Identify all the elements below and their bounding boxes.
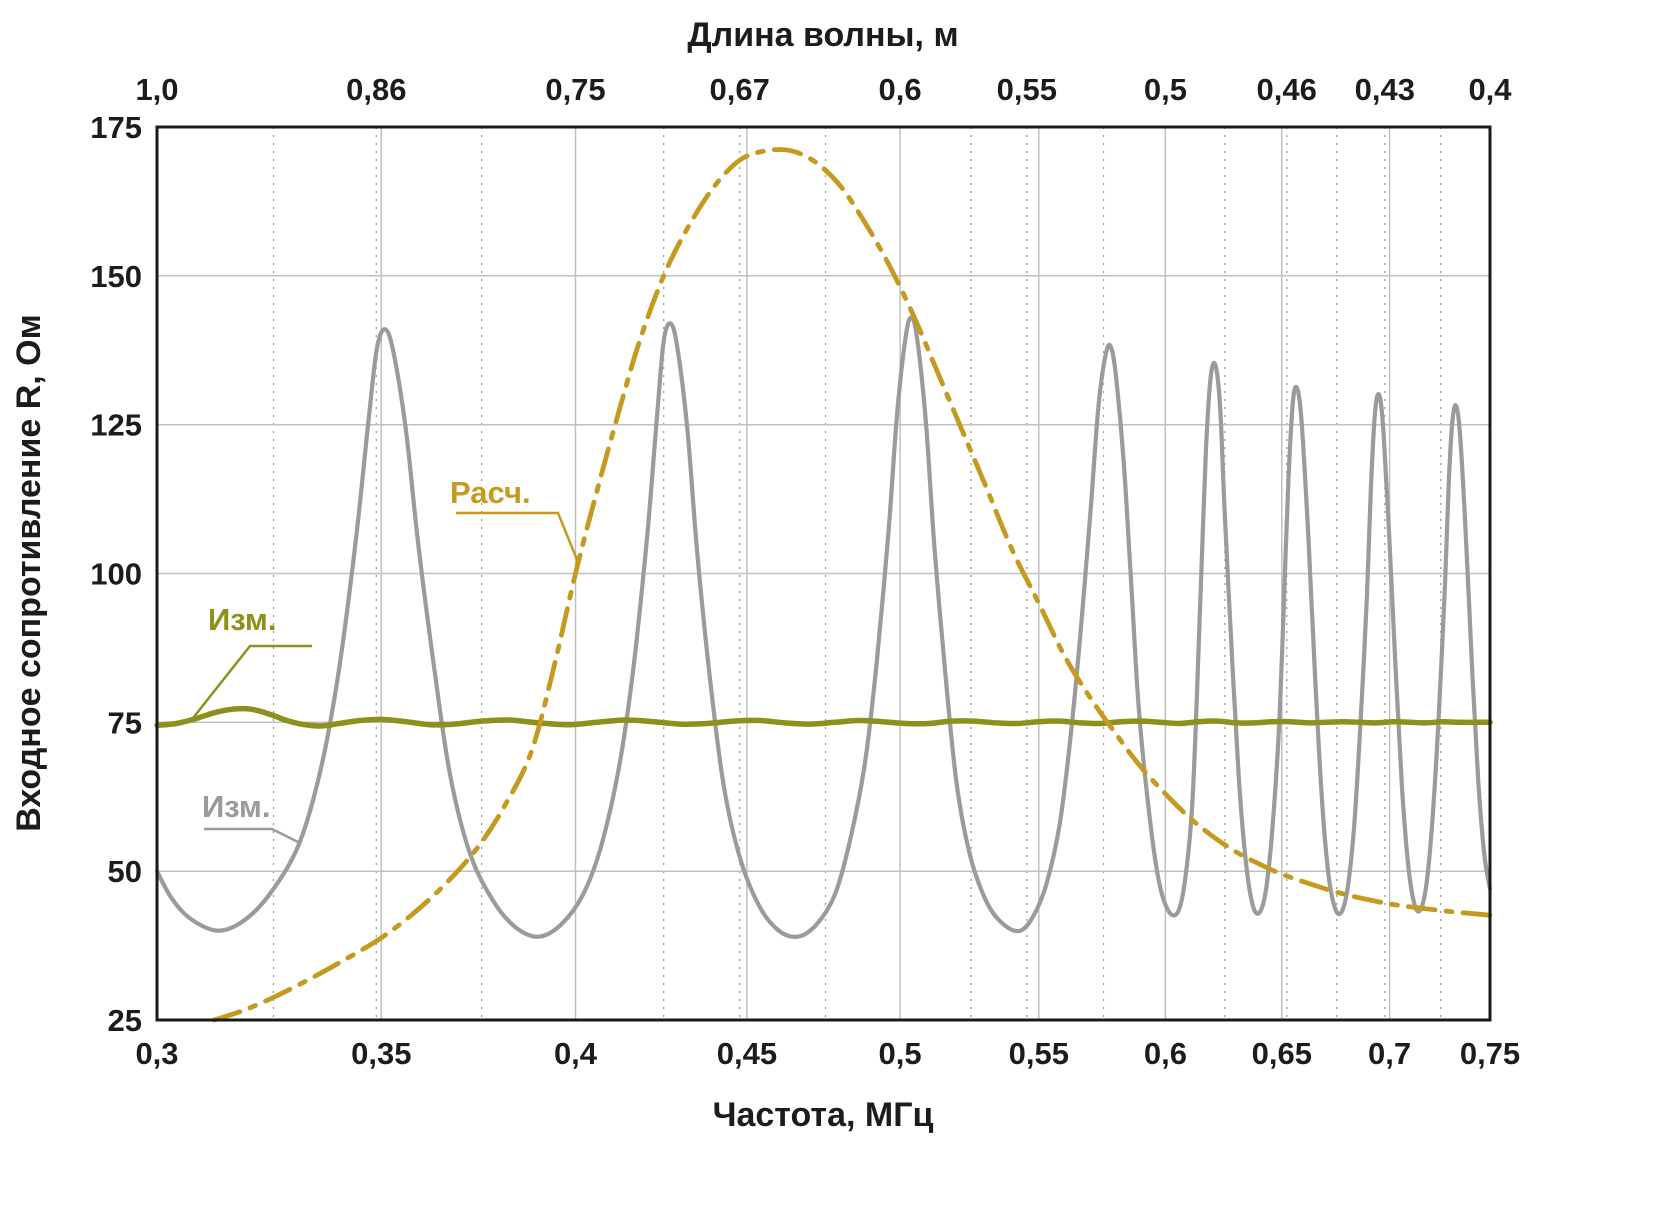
y-tick-label: 150 — [90, 259, 142, 294]
x-tick-label: 0,4 — [554, 1036, 598, 1071]
y-tick-label: 50 — [108, 854, 142, 889]
x-tick-label: 0,75 — [1460, 1036, 1520, 1071]
x-tick-label: 0,65 — [1252, 1036, 1312, 1071]
x-tick-label: 0,5 — [879, 1036, 922, 1071]
annotation-leader-1 — [192, 644, 312, 719]
annotation-label-2: Изм. — [202, 789, 270, 824]
plot-border — [155, 125, 1492, 1022]
annotation-leader-0 — [456, 511, 580, 563]
x-tick-label: 0,35 — [351, 1036, 411, 1071]
annotations: Расч. Изм. Изм. — [192, 475, 580, 845]
top-tick-label: 0,46 — [1257, 72, 1317, 107]
top-tick-label: 0,55 — [997, 72, 1057, 107]
top-tick-label: 0,4 — [1468, 72, 1512, 107]
plot-area: 0,3 0,35 0,4 0,45 0,5 0,55 0,6 0,65 0,7 0,75 1,0 0,… — [90, 72, 1520, 1071]
x-tick-label: 0,55 — [1009, 1036, 1069, 1071]
y-tick-label: 25 — [108, 1003, 142, 1038]
y-tick-label: 175 — [90, 110, 142, 145]
top-tick-label: 0,67 — [710, 72, 770, 107]
x-tick-label: 0,45 — [717, 1036, 777, 1071]
top-tick-label: 0,5 — [1144, 72, 1187, 107]
top-tick-label: 0,6 — [879, 72, 922, 107]
series-line-1 — [154, 705, 1493, 729]
y-tick-label: 100 — [90, 557, 142, 592]
tick-labels: 0,3 0,35 0,4 0,45 0,5 0,55 0,6 0,65 0,7 0,75 1,0 0,… — [90, 72, 1520, 1071]
y-tick-label: 75 — [108, 705, 142, 740]
major-gridlines — [156, 126, 1491, 1021]
top-axis-title: Длина волны, м — [687, 16, 958, 54]
top-tick-label: 0,75 — [545, 72, 605, 107]
top-tick-label: 0,43 — [1355, 72, 1415, 107]
top-tick-label: 1,0 — [135, 72, 178, 107]
x-tick-label: 0,3 — [135, 1036, 178, 1071]
y-tick-label: 125 — [90, 408, 142, 443]
x-tick-label: 0,6 — [1144, 1036, 1187, 1071]
annotation-label-0: Расч. — [450, 475, 531, 510]
y-axis-title: Входное сопротивление R, Ом — [10, 314, 48, 832]
series-line-0 — [154, 315, 1493, 940]
annotation-label-1: Изм. — [208, 602, 276, 637]
series-line-2 — [211, 147, 1493, 1023]
x-tick-label: 0,7 — [1368, 1036, 1411, 1071]
annotation-leader-2 — [204, 827, 301, 845]
bottom-axis-title: Частота, МГц — [713, 1096, 934, 1134]
top-tick-label: 0,86 — [346, 72, 406, 107]
